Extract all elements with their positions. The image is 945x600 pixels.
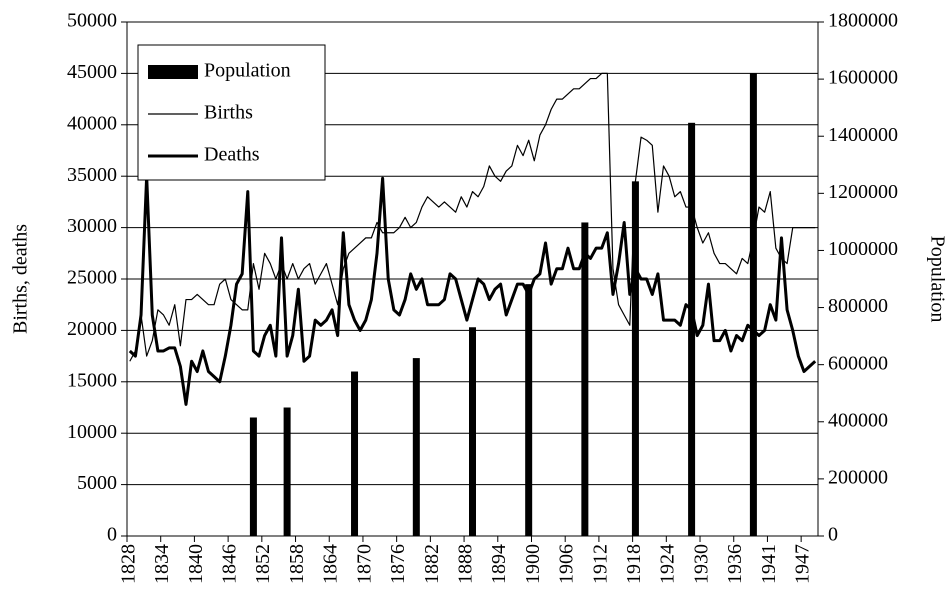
y2-axis-title: Population (926, 236, 945, 323)
y2-tick-label: 1000000 (828, 238, 898, 260)
bar (351, 371, 359, 536)
x-tick-label: 1870 (353, 544, 375, 584)
y2-tick-label: 1200000 (828, 181, 898, 203)
x-tick-label: 1858 (286, 544, 308, 584)
bar (283, 407, 291, 536)
bar (525, 284, 533, 536)
y-tick-label: 30000 (67, 215, 117, 237)
x-tick-label: 1947 (792, 544, 814, 584)
bar (581, 222, 589, 536)
y-axis-title: Births, deaths (10, 224, 32, 334)
bar (688, 122, 696, 536)
y-tick-label: 20000 (67, 318, 117, 340)
x-tick-label: 1888 (454, 544, 476, 584)
x-tick-label: 1930 (690, 544, 712, 584)
bar (469, 327, 476, 536)
legend-label: Population (204, 60, 291, 82)
x-tick-label: 1936 (724, 544, 746, 584)
y2-tick-label: 1600000 (828, 67, 898, 89)
bar (631, 181, 639, 536)
y-tick-label: 10000 (67, 421, 117, 443)
y-tick-label: 50000 (67, 10, 117, 32)
line (128, 174, 817, 406)
x-tick-label: 1900 (522, 544, 544, 584)
y-tick-label: 40000 (67, 112, 117, 134)
y-tick-label: 35000 (67, 164, 117, 186)
x-tick-label: 1918 (623, 544, 645, 584)
y2-tick-label: 800000 (828, 295, 888, 317)
x-tick-label: 1894 (488, 544, 510, 584)
x-tick-label: 1876 (387, 544, 409, 584)
y-tick-label: 25000 (67, 267, 117, 289)
x-tick-label: 1882 (421, 544, 443, 584)
x-tick-label: 1846 (219, 544, 241, 584)
x-tick-label: 1840 (185, 544, 207, 584)
x-tick-label: 1828 (117, 544, 139, 584)
x-tick-label: 1941 (758, 544, 780, 584)
y2-tick-label: 1800000 (828, 10, 898, 32)
x-tick-label: 1852 (252, 544, 274, 584)
bar (249, 417, 257, 536)
y2-tick-label: 600000 (828, 352, 888, 374)
legend: Population Births Deaths (137, 44, 326, 181)
bar (749, 73, 757, 537)
line (129, 72, 816, 362)
x-tick-label: 1906 (556, 544, 578, 584)
y-tick-label: 5000 (77, 472, 117, 494)
legend-label: Deaths (204, 144, 260, 166)
x-tick-label: 1912 (589, 544, 611, 584)
y2-tick-label: 200000 (828, 466, 888, 488)
y-tick-label: 0 (107, 524, 117, 546)
legend-swatch (148, 65, 198, 79)
legend-label: Births (204, 102, 253, 124)
y-tick-label: 45000 (67, 61, 117, 83)
x-tick-label: 1864 (320, 544, 342, 584)
x-tick-label: 1924 (657, 544, 679, 584)
x-tick-label: 1834 (151, 544, 173, 584)
y-tick-label: 15000 (67, 369, 117, 391)
y2-tick-label: 1400000 (828, 124, 898, 146)
y2-tick-label: 400000 (828, 409, 888, 431)
y2-tick-label: 0 (828, 524, 838, 546)
bar (412, 358, 420, 536)
